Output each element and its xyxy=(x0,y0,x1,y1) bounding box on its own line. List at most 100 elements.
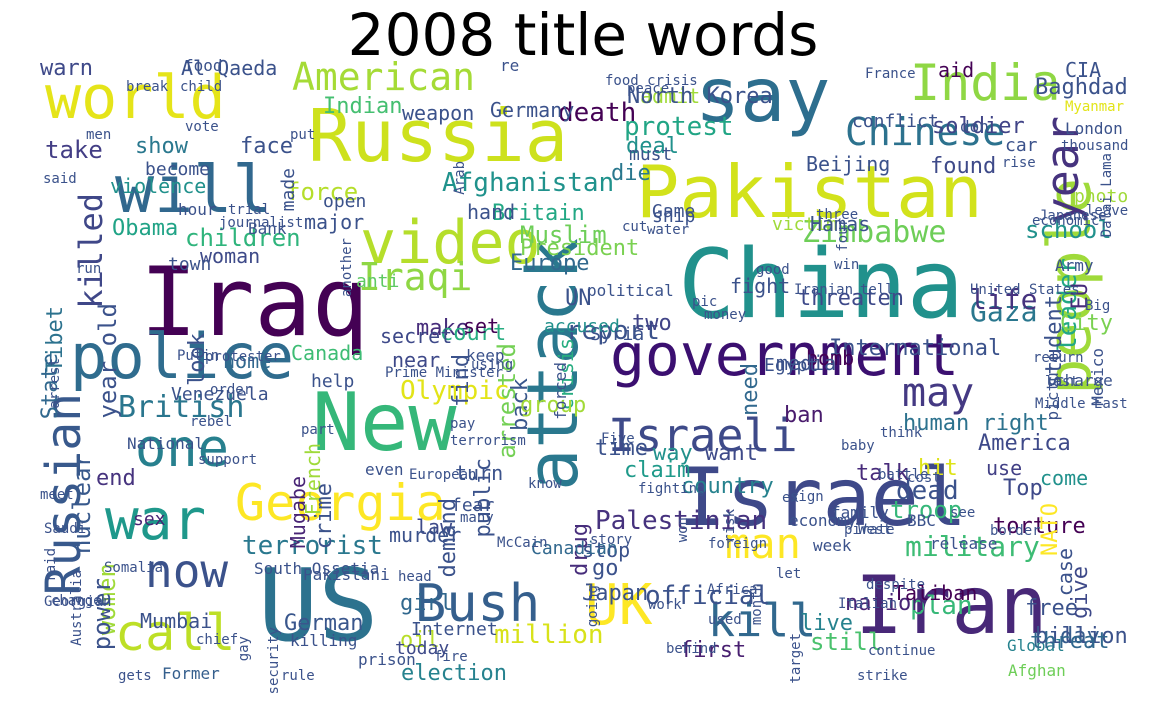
cloud-word: dead xyxy=(896,476,959,506)
cloud-word: UK xyxy=(585,573,653,638)
cloud-word: behind xyxy=(666,641,717,657)
cloud-word: head xyxy=(398,569,432,585)
cloud-word: foreign xyxy=(708,536,768,552)
cloud-word: Saudi xyxy=(44,521,87,537)
cloud-word: live xyxy=(800,611,853,636)
cloud-word: re xyxy=(500,58,520,75)
cloud-word: Georgian xyxy=(44,594,112,610)
cloud-word: going xyxy=(585,585,601,628)
cloud-word: will xyxy=(115,153,272,228)
cloud-word: economy xyxy=(789,511,857,530)
cloud-word: nuclear xyxy=(68,453,96,555)
cloud-word: use xyxy=(986,456,1023,480)
cloud-word: return xyxy=(1033,350,1084,366)
cloud-word: hour xyxy=(178,200,217,219)
cloud-word: British xyxy=(118,390,245,425)
cloud-word: protester xyxy=(205,349,281,365)
cloud-word: economic xyxy=(1032,213,1100,229)
cloud-word: child xyxy=(180,79,223,95)
cloud-word: keep xyxy=(466,346,505,365)
cloud-word: India xyxy=(910,58,1061,112)
cloud-word: even xyxy=(365,460,404,479)
cloud-word: terrorism xyxy=(450,433,526,449)
cloud-word: country xyxy=(681,474,774,499)
cloud-word: school xyxy=(1025,216,1112,244)
cloud-word: New xyxy=(312,376,457,469)
cloud-word: journalist xyxy=(219,215,304,231)
cloud-word: battle xyxy=(878,467,929,483)
cloud-word: become xyxy=(145,159,211,180)
cloud-word: threaten xyxy=(798,286,904,311)
cloud-word: call xyxy=(115,604,236,662)
cloud-word: Baghdad xyxy=(1035,75,1128,100)
cloud-word: car xyxy=(1005,135,1038,156)
cloud-word: take xyxy=(45,136,103,164)
cloud-word: Taliban xyxy=(893,581,978,605)
cloud-word: torture xyxy=(993,514,1086,539)
cloud-word: pay xyxy=(450,416,476,432)
cloud-word: Canada xyxy=(291,341,364,365)
cloud-word: rise xyxy=(1002,155,1036,171)
cloud-word: sign xyxy=(790,489,824,505)
cloud-word: Egypt xyxy=(764,355,819,376)
cloud-word: Britain xyxy=(492,201,585,226)
cloud-word: Afghanistan xyxy=(442,168,615,198)
cloud-word: Europe xyxy=(510,251,590,276)
cloud-word: won xyxy=(675,517,691,543)
cloud-word: military xyxy=(905,530,1040,563)
cloud-word: town xyxy=(168,254,212,275)
cloud-word: Syria xyxy=(590,324,645,345)
cloud-word: United States xyxy=(970,282,1080,298)
cloud-word: media xyxy=(776,351,837,375)
cloud-word: girl xyxy=(400,591,453,616)
cloud-word: cut xyxy=(622,219,648,235)
cloud-word: million xyxy=(494,620,604,650)
cloud-word: sex xyxy=(133,509,166,530)
cloud-word: America xyxy=(978,431,1071,456)
cloud-word: victim xyxy=(772,214,838,235)
cloud-word: political xyxy=(587,281,674,300)
cloud-word: home xyxy=(223,349,272,373)
cloud-word: story xyxy=(590,532,633,548)
cloud-word: target xyxy=(788,633,804,684)
cloud-word: gay xyxy=(236,636,252,662)
cloud-word: day xyxy=(1060,624,1100,649)
cloud-word: Prime Minister xyxy=(385,365,504,381)
cloud-word: many xyxy=(460,510,494,526)
cloud-word: food crisis xyxy=(605,73,698,89)
cloud-word: used xyxy=(708,612,742,628)
cloud-word: arrest xyxy=(47,358,63,409)
cloud-word: Pakistan xyxy=(636,150,983,234)
cloud-word: BBC xyxy=(907,511,936,530)
cloud-word: week xyxy=(813,536,852,555)
cloud-word: see xyxy=(950,505,976,521)
cloud-word: China xyxy=(678,230,964,340)
cloud-word: Obama xyxy=(112,216,179,241)
cloud-word: Iranian xyxy=(794,282,854,298)
cloud-word: war xyxy=(105,488,207,553)
cloud-word: another xyxy=(339,238,355,298)
cloud-word: Olympic xyxy=(400,376,510,406)
cloud-word: baby xyxy=(841,438,875,454)
cloud-word: meet xyxy=(40,487,74,503)
cloud-word: make xyxy=(416,316,469,341)
cloud-word: chief xyxy=(196,632,239,648)
cloud-word: Hamas xyxy=(810,212,871,236)
cloud-word: must xyxy=(629,144,673,165)
cloud-word: pic xyxy=(692,294,718,310)
cloud-word: President xyxy=(520,236,640,261)
cloud-word: way xyxy=(653,441,693,466)
cloud-word: Army xyxy=(1055,256,1094,275)
cloud-word: oil xyxy=(400,628,440,653)
cloud-word: strike xyxy=(857,668,908,684)
cloud-word: Iraq xyxy=(140,248,369,358)
cloud-word: now xyxy=(145,544,229,598)
cloud-word: Game xyxy=(652,201,696,222)
cloud-word: Russia xyxy=(308,94,569,178)
cloud-word: Palestinian xyxy=(595,506,768,536)
cloud-word: rule xyxy=(281,668,315,684)
cloud-word: risk xyxy=(722,509,738,543)
cloud-word: group xyxy=(520,393,587,418)
cloud-word: secret xyxy=(380,324,453,348)
cloud-word: Middle East xyxy=(1035,396,1128,412)
